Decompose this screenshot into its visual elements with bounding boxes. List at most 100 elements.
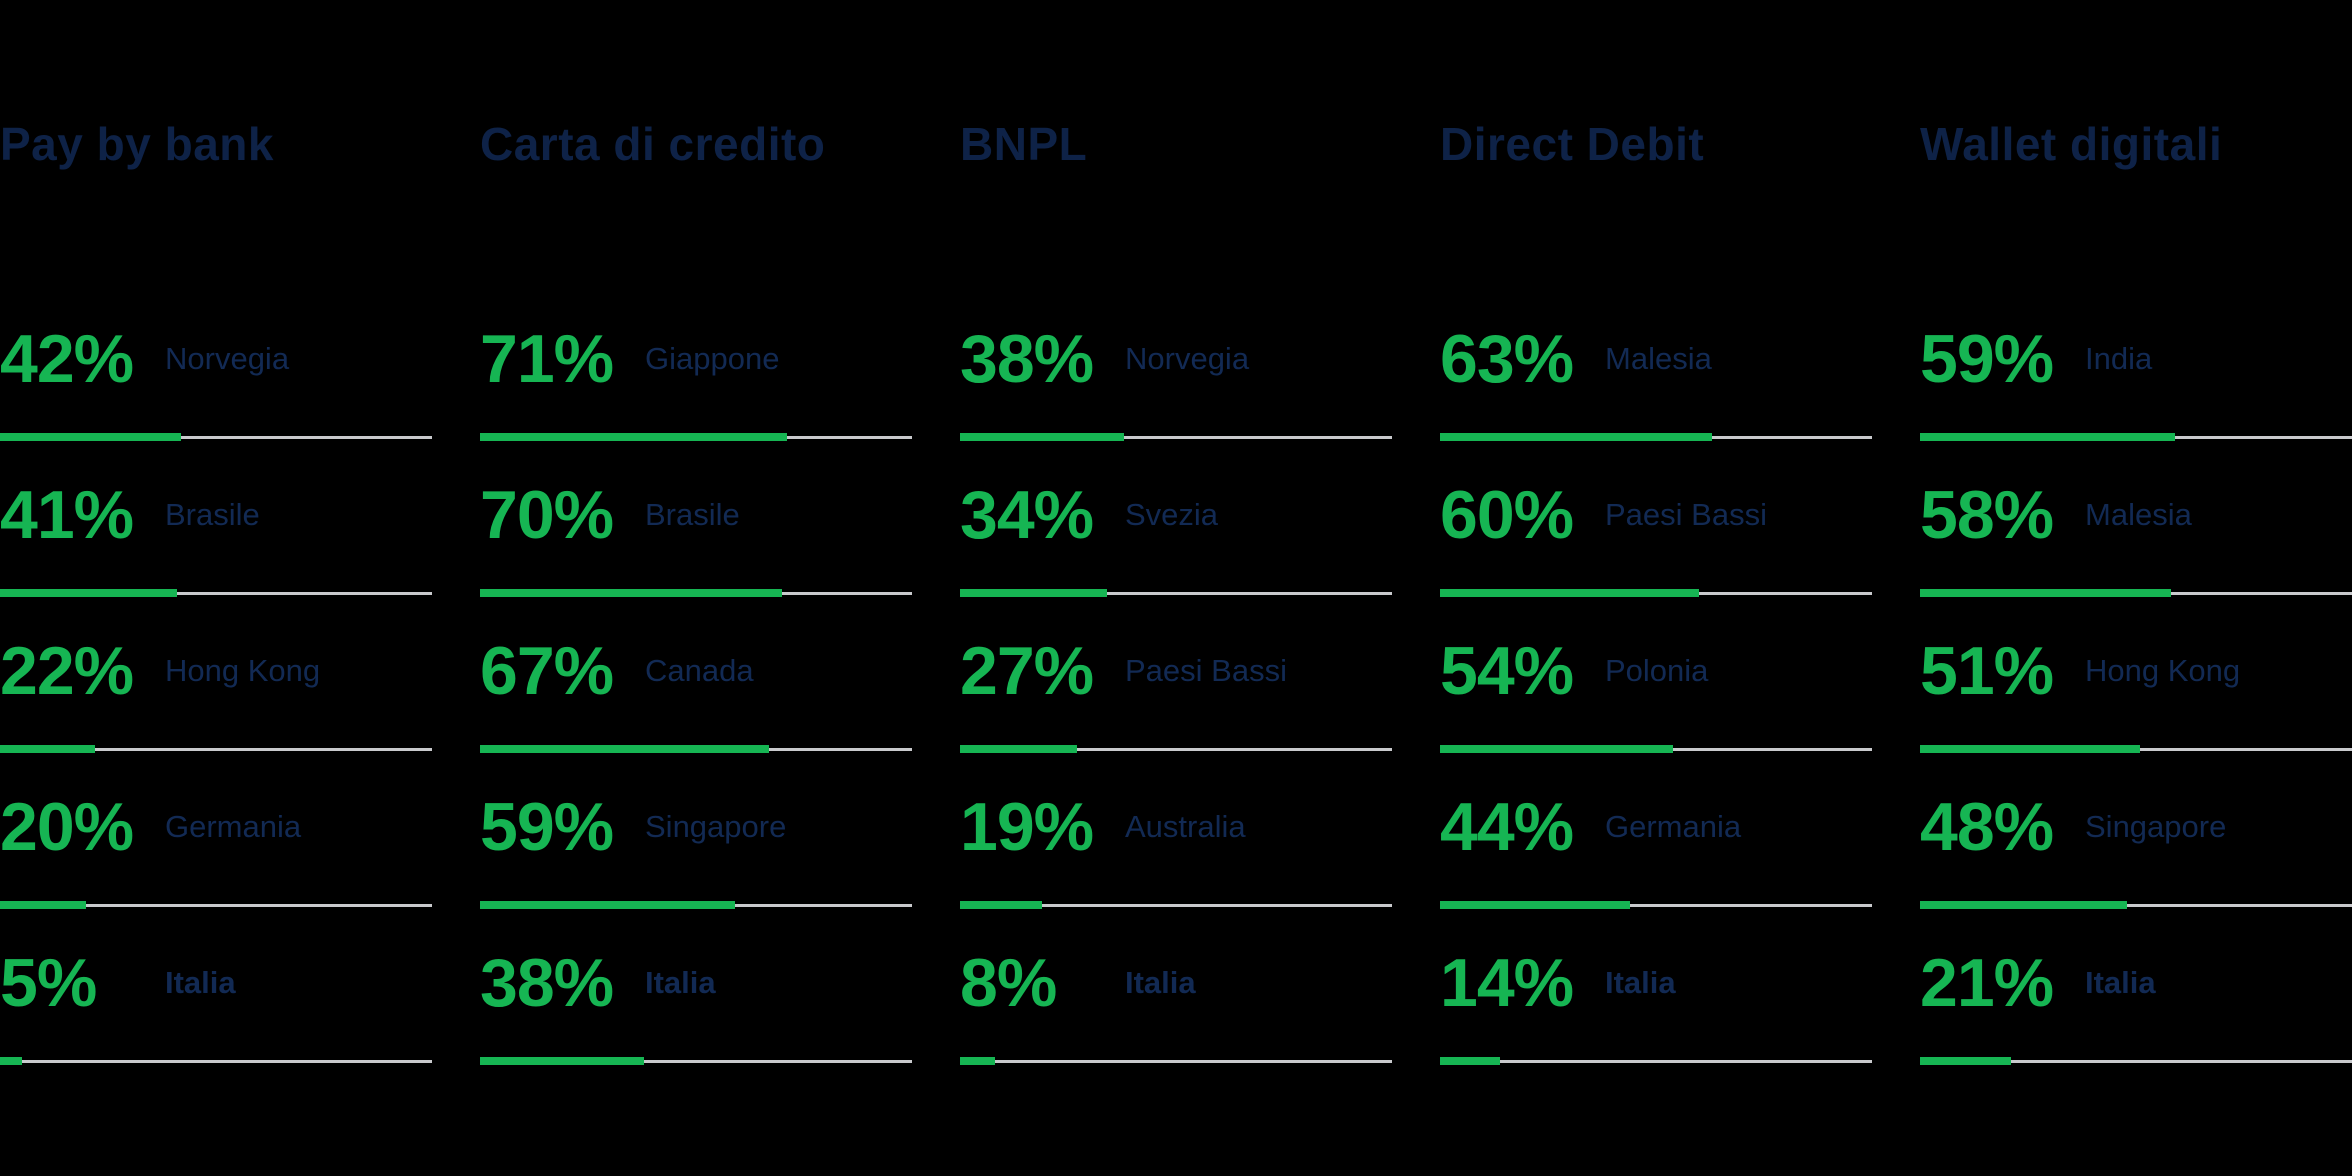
country-label: Singapore — [645, 809, 787, 844]
stat-row: 5% Italia — [0, 944, 432, 1100]
progress-track — [960, 436, 1392, 439]
percentage-value: 67% — [480, 633, 614, 709]
payment-method-column: BNPL 38% Norvegia 34% Svezia 27% Paesi Bassi 19… — [960, 120, 1392, 1100]
stat-row: 19% Australia — [960, 788, 1392, 944]
progress-track — [960, 1060, 1392, 1063]
stat-row: 38% Italia — [480, 944, 912, 1100]
percentage-value: 44% — [1440, 789, 1574, 865]
percentage-value: 38% — [960, 321, 1094, 397]
stat-row: 71% Giappone — [480, 320, 912, 476]
column-header: BNPL — [960, 118, 1088, 170]
percentage-value: 63% — [1440, 321, 1574, 397]
payment-method-column: Wallet digitali 59% India 58% Malesia 51% Hong… — [1920, 120, 2352, 1100]
country-label: Malesia — [1605, 341, 1712, 376]
stat-row: 59% India — [1920, 320, 2352, 476]
percentage-value: 34% — [960, 477, 1094, 553]
payment-method-column: Carta di credito 71% Giappone 70% Brasile 67%… — [480, 120, 912, 1100]
stat-row: 41% Brasile — [0, 476, 432, 632]
percentage-value: 71% — [480, 321, 614, 397]
country-label: Italia — [2085, 965, 2156, 1000]
progress-fill — [960, 745, 1077, 753]
country-label: Giappone — [645, 341, 780, 376]
country-label: Norvegia — [1125, 341, 1250, 376]
stat-row: 38% Norvegia — [960, 320, 1392, 476]
stat-row: 20% Germania — [0, 788, 432, 944]
percentage-value: 8% — [960, 945, 1057, 1021]
percentage-value: 21% — [1920, 945, 2054, 1021]
stat-row: 67% Canada — [480, 632, 912, 788]
progress-fill — [960, 433, 1125, 441]
progress-fill — [1440, 433, 1713, 441]
progress-fill — [1920, 901, 2128, 909]
progress-fill — [0, 589, 178, 597]
percentage-value: 54% — [1440, 633, 1574, 709]
stat-row: 22% Hong Kong — [0, 632, 432, 788]
progress-track — [0, 436, 432, 439]
progress-fill — [1440, 589, 1700, 597]
progress-track — [960, 748, 1392, 751]
percentage-value: 27% — [960, 633, 1094, 709]
progress-track — [1440, 1060, 1872, 1063]
progress-fill — [480, 1057, 645, 1065]
country-label: Italia — [645, 965, 716, 1000]
percentage-value: 60% — [1440, 477, 1574, 553]
column-rows: 38% Norvegia 34% Svezia 27% Paesi Bassi 19% Aus… — [960, 320, 1392, 1100]
payment-method-column: Pay by bank 42% Norvegia 41% Brasile 22% Hong … — [0, 120, 432, 1100]
country-label: Paesi Bassi — [1125, 653, 1287, 688]
progress-track — [0, 748, 432, 751]
progress-fill — [1440, 745, 1674, 753]
percentage-value: 5% — [0, 945, 97, 1021]
column-rows: 71% Giappone 70% Brasile 67% Canada 59% Singapo… — [480, 320, 912, 1100]
country-label: Hong Kong — [165, 653, 321, 688]
progress-fill — [480, 901, 735, 909]
percentage-value: 19% — [960, 789, 1094, 865]
progress-fill — [1920, 745, 2141, 753]
percentage-value: 59% — [1920, 321, 2054, 397]
country-label: Malesia — [2085, 497, 2192, 532]
progress-fill — [1920, 1057, 2011, 1065]
progress-track — [480, 1060, 912, 1063]
progress-track — [0, 1060, 432, 1063]
country-label: Brasile — [645, 497, 740, 532]
percentage-value: 58% — [1920, 477, 2054, 553]
progress-fill — [960, 589, 1107, 597]
percentage-value: 59% — [480, 789, 614, 865]
column-header: Carta di credito — [480, 118, 826, 170]
progress-track — [0, 904, 432, 907]
stat-row: 63% Malesia — [1440, 320, 1872, 476]
country-label: Italia — [165, 965, 236, 1000]
stat-row: 58% Malesia — [1920, 476, 2352, 632]
progress-fill — [480, 745, 770, 753]
percentage-value: 51% — [1920, 633, 2054, 709]
progress-fill — [1440, 901, 1631, 909]
percentage-value: 42% — [0, 321, 134, 397]
chart-grid: Pay by bank 42% Norvegia 41% Brasile 22% Hong … — [0, 118, 2352, 1100]
stat-row: 42% Norvegia — [0, 320, 432, 476]
country-label: Canada — [645, 653, 754, 688]
column-header: Wallet digitali — [1920, 118, 2223, 170]
country-label: Polonia — [1605, 653, 1709, 688]
progress-fill — [960, 1057, 995, 1065]
progress-track — [1920, 1060, 2352, 1063]
percentage-value: 38% — [480, 945, 614, 1021]
country-label: Germania — [1605, 809, 1742, 844]
progress-track — [960, 592, 1392, 595]
country-label: Australia — [1125, 809, 1246, 844]
progress-fill — [480, 433, 787, 441]
column-rows: 63% Malesia 60% Paesi Bassi 54% Polonia 44% Ger… — [1440, 320, 1872, 1100]
percentage-value: 20% — [0, 789, 134, 865]
progress-fill — [1920, 589, 2171, 597]
stat-row: 21% Italia — [1920, 944, 2352, 1100]
progress-fill — [1440, 1057, 1501, 1065]
country-label: Hong Kong — [2085, 653, 2241, 688]
stat-row: 14% Italia — [1440, 944, 1872, 1100]
stat-row: 8% Italia — [960, 944, 1392, 1100]
progress-track — [1920, 904, 2352, 907]
stat-row: 51% Hong Kong — [1920, 632, 2352, 788]
stat-row: 27% Paesi Bassi — [960, 632, 1392, 788]
country-label: Norvegia — [165, 341, 290, 376]
column-rows: 59% India 58% Malesia 51% Hong Kong 48% Singapo… — [1920, 320, 2352, 1100]
stat-row: 70% Brasile — [480, 476, 912, 632]
column-header: Direct Debit — [1440, 118, 1705, 170]
